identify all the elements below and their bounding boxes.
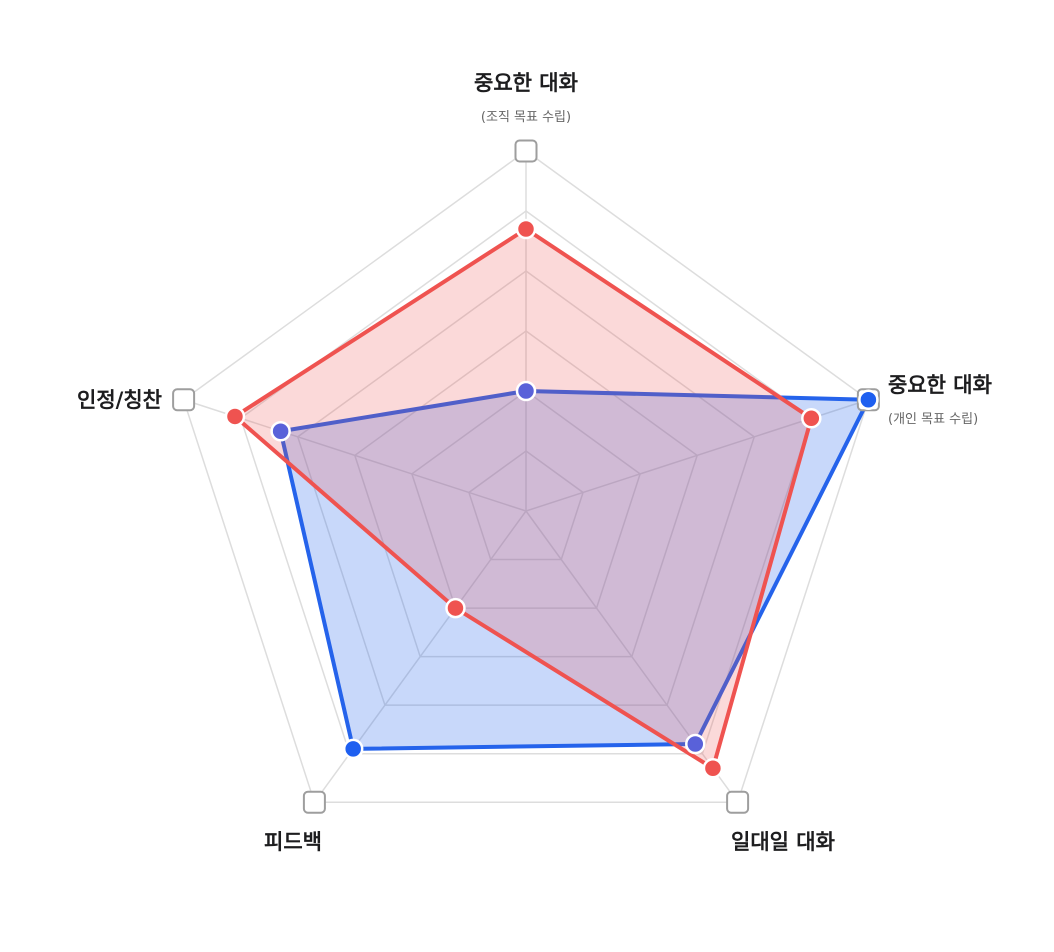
series-1-point (858, 389, 879, 411)
marker-layer (172, 139, 880, 814)
axis-title-bottom-right: 일대일 대화 (731, 830, 836, 854)
axis-subtitle-right: (개인 목표 수립) (888, 412, 978, 427)
label-layer: 중요한 대화 (조직 목표 수립) 중요한 대화 (개인 목표 수립) 일대일 … (77, 71, 993, 854)
grid-ring (182, 150, 870, 803)
axis-title-top: 중요한 대화 (474, 71, 579, 95)
grid-ring (410, 390, 642, 609)
axis-title-right: 중요한 대화 (888, 373, 993, 397)
axis-end-marker (726, 790, 750, 814)
axis-subtitle-top: (조직 목표 수립) (481, 110, 571, 125)
series-1-point (342, 738, 364, 760)
axis-title-left: 인정/칭찬 (77, 388, 162, 412)
series-1-point (685, 733, 706, 755)
series-2-area (232, 227, 814, 771)
series-1-point (515, 380, 537, 402)
series-2-point (515, 218, 537, 240)
series-1-point (270, 421, 291, 442)
grid-ring (353, 330, 699, 658)
axis-end-marker (514, 139, 538, 163)
series-layer (232, 227, 871, 771)
grid-ring (296, 270, 756, 706)
axis-end-marker (302, 790, 326, 814)
series-2-point (702, 758, 724, 779)
series-2-point (445, 597, 466, 619)
axis-title-bottom-left: 피드백 (264, 830, 322, 854)
grid-spoke (525, 510, 739, 803)
series-1-area (278, 389, 871, 751)
series-2-point (224, 406, 246, 427)
series-2-point (801, 408, 822, 429)
axis-end-marker (172, 388, 196, 412)
grid-ring (468, 450, 584, 561)
